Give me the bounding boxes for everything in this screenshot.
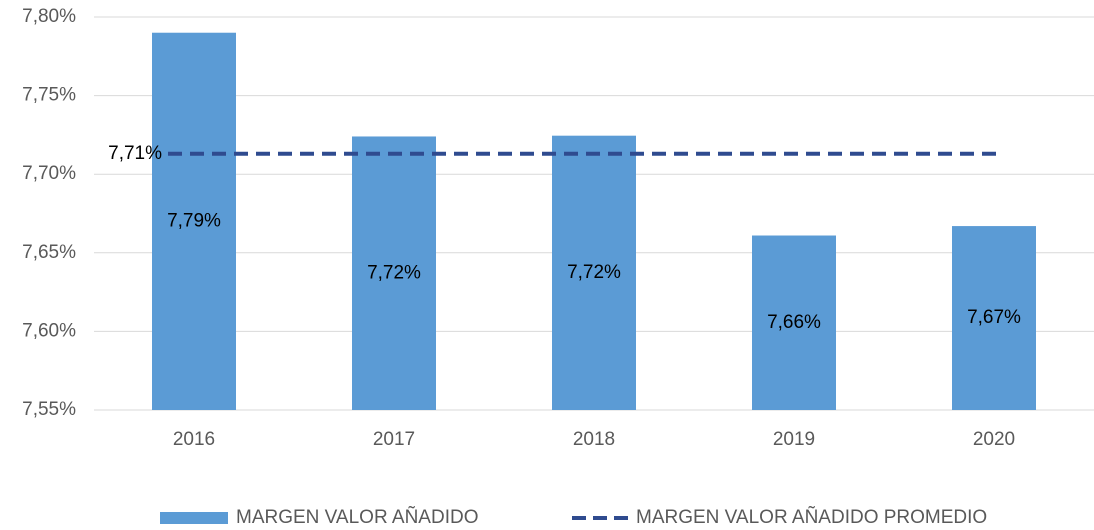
y-tick-label: 7,60%: [22, 320, 76, 341]
x-tick-label: 2017: [373, 429, 415, 450]
legend-label: MARGEN VALOR AÑADIDO PROMEDIO: [636, 506, 987, 528]
data-label: 7,72%: [567, 262, 621, 283]
data-label: 7,66%: [767, 312, 821, 333]
x-tick-label: 2019: [773, 429, 815, 450]
bar: [152, 32, 236, 410]
y-tick-label: 7,70%: [22, 163, 76, 184]
y-tick-label: 7,65%: [22, 242, 76, 263]
data-label: 7,67%: [967, 307, 1021, 328]
legend-swatch: [160, 512, 228, 524]
legend-label: MARGEN VALOR AÑADIDO: [236, 506, 478, 528]
bar: [552, 135, 636, 410]
bar: [952, 226, 1036, 410]
x-tick-label: 2018: [573, 429, 615, 450]
x-tick-label: 2020: [973, 429, 1015, 450]
data-label: 7,72%: [367, 262, 421, 283]
bar: [752, 235, 836, 410]
y-tick-label: 7,80%: [22, 6, 76, 27]
bar: [352, 136, 436, 411]
data-label: 7,71%: [108, 143, 162, 164]
y-tick-label: 7,75%: [22, 85, 76, 106]
y-tick-label: 7,55%: [22, 399, 76, 420]
x-tick-label: 2016: [173, 429, 215, 450]
data-label: 7,79%: [167, 210, 221, 231]
